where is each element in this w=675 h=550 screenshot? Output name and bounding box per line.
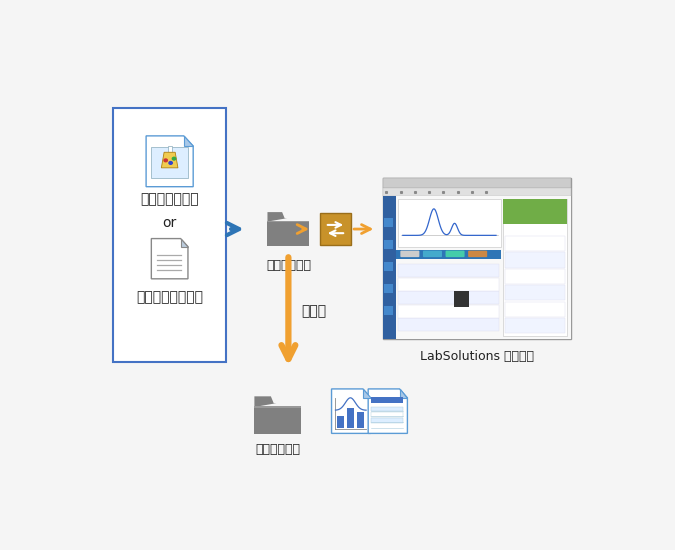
FancyBboxPatch shape bbox=[383, 178, 571, 188]
Polygon shape bbox=[267, 212, 287, 222]
FancyBboxPatch shape bbox=[503, 199, 567, 224]
FancyBboxPatch shape bbox=[505, 285, 565, 300]
FancyBboxPatch shape bbox=[398, 199, 502, 248]
FancyBboxPatch shape bbox=[423, 251, 442, 257]
Text: 監視フォルダ: 監視フォルダ bbox=[266, 258, 311, 272]
FancyBboxPatch shape bbox=[505, 269, 565, 284]
FancyBboxPatch shape bbox=[505, 236, 565, 251]
Polygon shape bbox=[368, 389, 408, 433]
FancyBboxPatch shape bbox=[254, 406, 302, 434]
FancyBboxPatch shape bbox=[396, 250, 502, 258]
FancyBboxPatch shape bbox=[383, 178, 571, 339]
FancyBboxPatch shape bbox=[371, 412, 403, 417]
FancyBboxPatch shape bbox=[267, 221, 309, 246]
FancyBboxPatch shape bbox=[384, 262, 394, 271]
FancyBboxPatch shape bbox=[398, 265, 500, 277]
FancyBboxPatch shape bbox=[167, 146, 171, 152]
Text: or: or bbox=[163, 216, 177, 230]
FancyBboxPatch shape bbox=[398, 292, 500, 304]
FancyBboxPatch shape bbox=[400, 251, 419, 257]
FancyBboxPatch shape bbox=[384, 218, 394, 227]
Polygon shape bbox=[161, 152, 178, 168]
FancyBboxPatch shape bbox=[398, 305, 500, 317]
Polygon shape bbox=[254, 397, 277, 407]
FancyBboxPatch shape bbox=[383, 188, 571, 196]
Polygon shape bbox=[400, 389, 408, 398]
Circle shape bbox=[164, 159, 167, 162]
FancyBboxPatch shape bbox=[398, 278, 500, 290]
Text: テキストファイル: テキストファイル bbox=[136, 290, 203, 304]
FancyBboxPatch shape bbox=[151, 147, 188, 178]
FancyBboxPatch shape bbox=[446, 251, 464, 257]
FancyBboxPatch shape bbox=[503, 199, 567, 336]
FancyBboxPatch shape bbox=[254, 406, 302, 408]
FancyBboxPatch shape bbox=[356, 412, 364, 428]
FancyBboxPatch shape bbox=[454, 291, 469, 307]
FancyBboxPatch shape bbox=[321, 213, 350, 245]
FancyBboxPatch shape bbox=[468, 251, 487, 257]
Polygon shape bbox=[184, 136, 193, 146]
FancyBboxPatch shape bbox=[396, 196, 571, 339]
FancyBboxPatch shape bbox=[371, 397, 403, 403]
Text: 分析後: 分析後 bbox=[302, 305, 327, 318]
FancyBboxPatch shape bbox=[347, 408, 354, 428]
Text: バッチファイル: バッチファイル bbox=[140, 192, 199, 206]
FancyBboxPatch shape bbox=[505, 318, 565, 333]
FancyBboxPatch shape bbox=[113, 108, 225, 362]
FancyBboxPatch shape bbox=[505, 302, 565, 317]
Circle shape bbox=[169, 162, 172, 164]
Polygon shape bbox=[146, 136, 193, 186]
FancyBboxPatch shape bbox=[267, 221, 309, 222]
Text: 結果フォルダ: 結果フォルダ bbox=[255, 443, 300, 456]
FancyBboxPatch shape bbox=[384, 240, 394, 249]
Polygon shape bbox=[181, 239, 188, 246]
Polygon shape bbox=[151, 239, 188, 279]
FancyBboxPatch shape bbox=[383, 196, 396, 339]
Text: LabSolutions 分析画面: LabSolutions 分析画面 bbox=[420, 350, 534, 362]
FancyBboxPatch shape bbox=[384, 284, 394, 293]
FancyBboxPatch shape bbox=[371, 418, 403, 423]
Polygon shape bbox=[363, 389, 371, 398]
FancyBboxPatch shape bbox=[505, 252, 565, 267]
FancyBboxPatch shape bbox=[398, 318, 500, 331]
FancyBboxPatch shape bbox=[384, 306, 394, 315]
FancyBboxPatch shape bbox=[337, 416, 344, 428]
Polygon shape bbox=[331, 389, 371, 433]
FancyBboxPatch shape bbox=[371, 406, 403, 411]
Circle shape bbox=[172, 157, 176, 160]
